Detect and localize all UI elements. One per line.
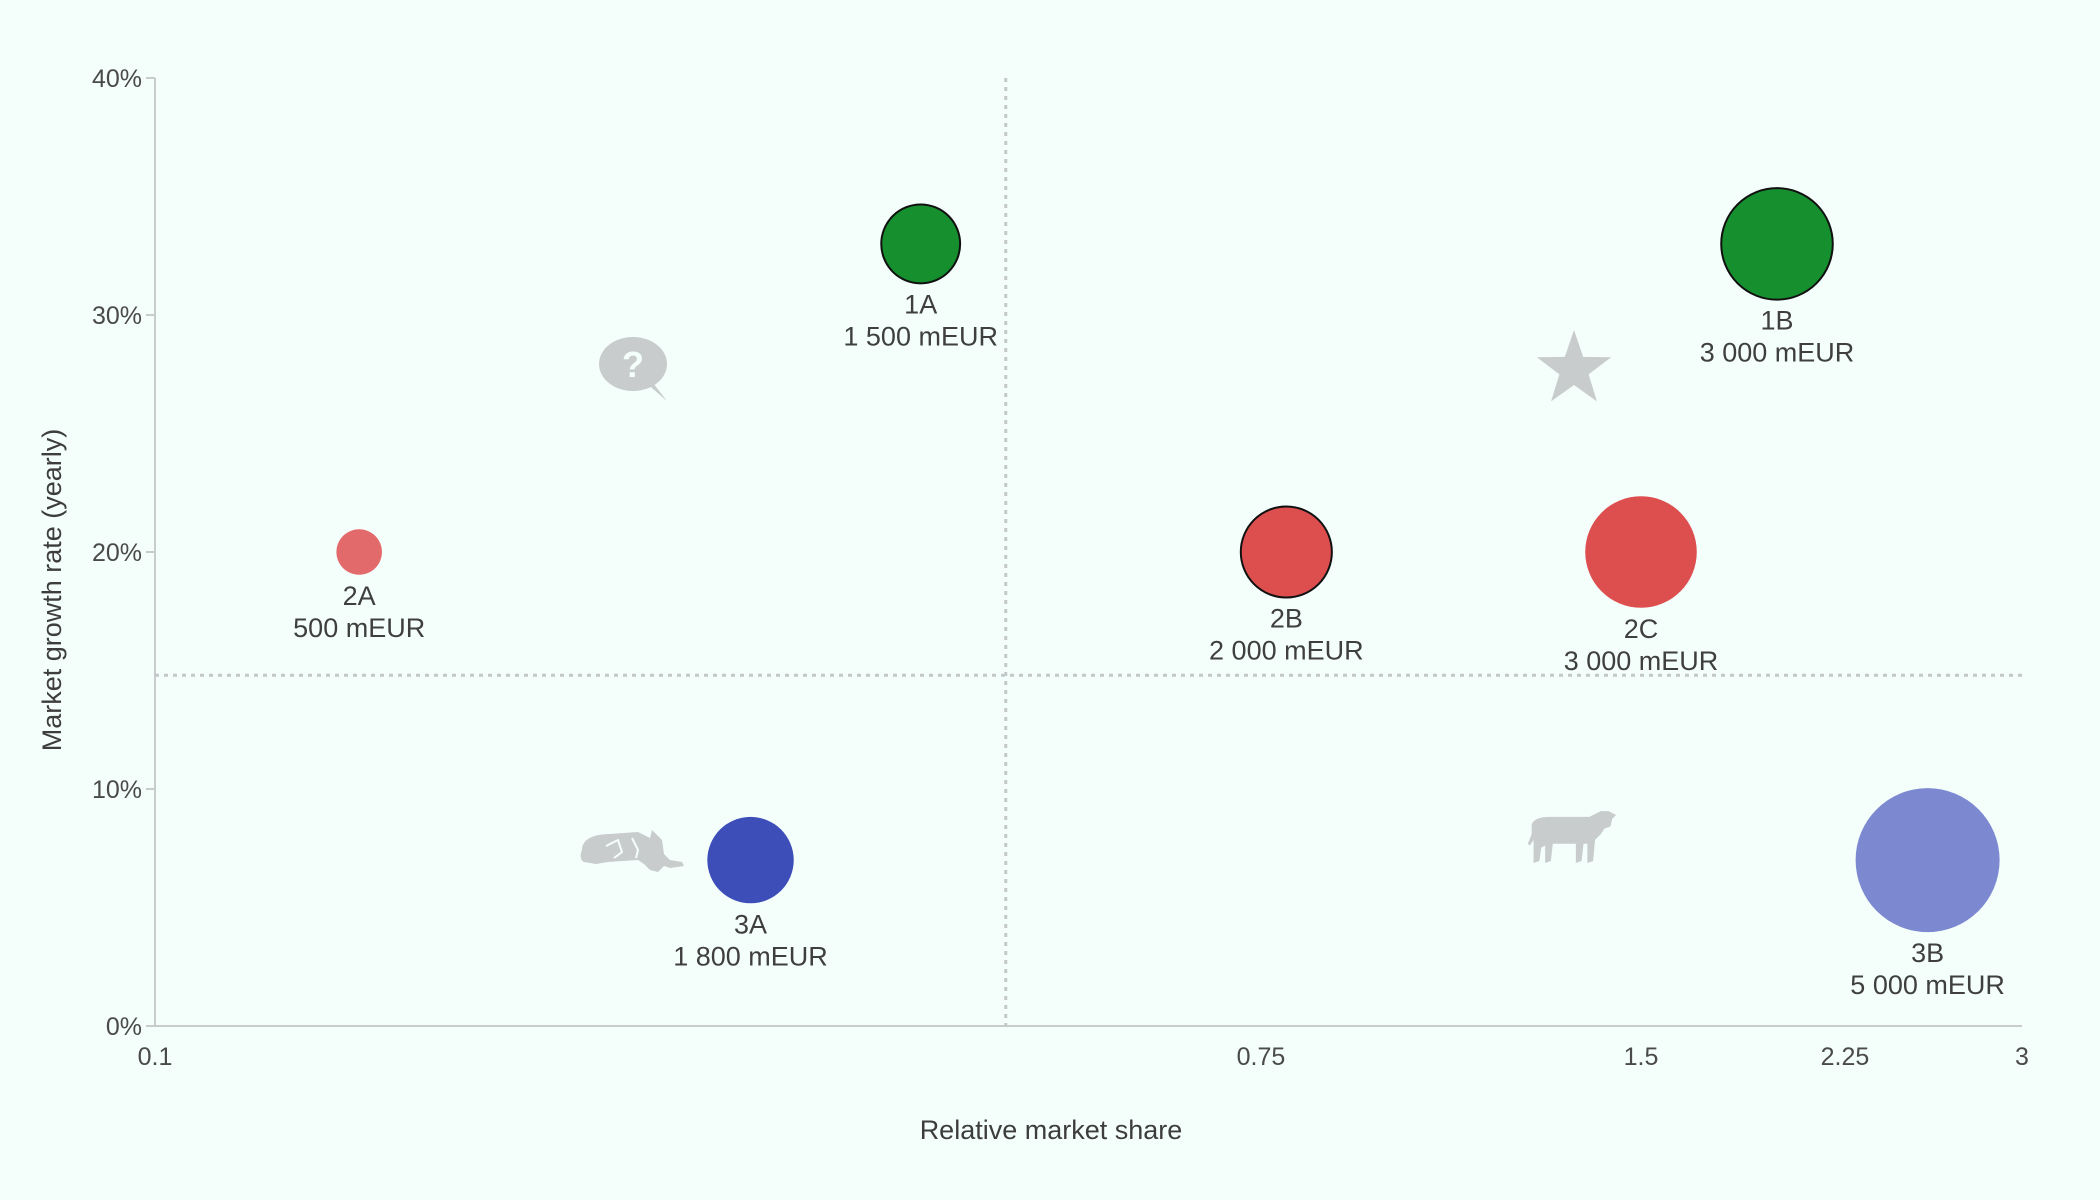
bubble-id-label: 2C <box>1624 614 1659 644</box>
x-tick-label: 2.25 <box>1821 1043 1870 1071</box>
bubble-2a <box>336 529 382 575</box>
y-tick-label: 40% <box>92 65 142 93</box>
x-tick-label: 3 <box>2015 1043 2029 1071</box>
x-axis-title: Relative market share <box>920 1115 1183 1145</box>
bubble-2c <box>1585 496 1697 608</box>
bubble-value-label: 500 mEUR <box>293 613 425 643</box>
bubble-id-label: 2A <box>343 581 376 611</box>
bubble-id-label: 3B <box>1911 938 1944 968</box>
bubble-value-label: 3 000 mEUR <box>1700 338 1855 368</box>
y-tick-label: 10% <box>92 776 142 804</box>
cow-icon <box>1527 811 1617 863</box>
bubble-id-label: 1A <box>904 289 937 319</box>
y-axis-title: Market growth rate (yearly) <box>37 429 67 752</box>
dog-icon <box>579 829 685 873</box>
x-tick-label: 1.5 <box>1624 1043 1659 1071</box>
bubble-id-label: 3A <box>734 909 767 939</box>
bubble-value-label: 3 000 mEUR <box>1564 646 1719 676</box>
x-tick-label: 0.75 <box>1237 1043 1286 1071</box>
y-tick-label: 20% <box>92 539 142 567</box>
x-tick-label: 0.1 <box>138 1043 173 1071</box>
bubble-value-label: 1 500 mEUR <box>843 321 998 351</box>
bubble-3b <box>1855 788 2000 933</box>
bubble-value-label: 2 000 mEUR <box>1209 636 1364 666</box>
y-tick-label: 0% <box>106 1013 142 1041</box>
star-icon <box>1536 329 1612 402</box>
y-tick-label: 30% <box>92 302 142 330</box>
bubble-3a <box>707 816 794 904</box>
bubble-value-label: 1 800 mEUR <box>673 941 828 971</box>
bubble-1b <box>1720 187 1834 301</box>
bubble-1a <box>880 203 962 285</box>
bubble-2b <box>1239 505 1333 599</box>
question-icon <box>599 337 667 401</box>
bubble-value-label: 5 000 mEUR <box>1850 970 2005 1000</box>
bubble-id-label: 2B <box>1270 604 1303 634</box>
bubble-id-label: 1B <box>1760 306 1793 336</box>
